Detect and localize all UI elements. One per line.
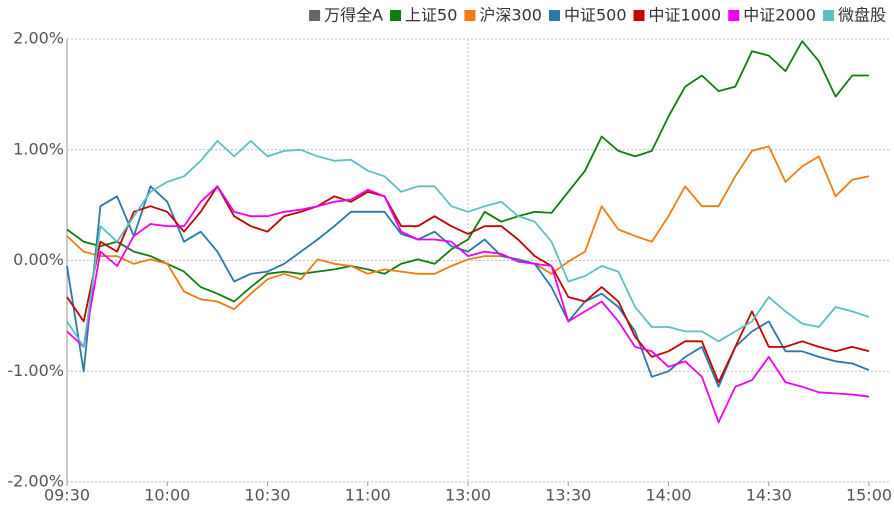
legend-label: 中证1000 xyxy=(649,6,722,25)
legend-swatch xyxy=(309,10,321,21)
legend-swatch xyxy=(464,10,476,21)
x-tick-label: 13:00 xyxy=(445,486,491,505)
x-tick-label: 10:30 xyxy=(244,486,290,505)
legend-label: 沪深300 xyxy=(479,6,542,25)
legend-swatch xyxy=(390,10,402,21)
x-tick-label: 10:00 xyxy=(144,486,190,505)
legend-label: 上证50 xyxy=(405,6,457,25)
y-tick-label: 1.00% xyxy=(13,139,64,158)
legend: 微盘股 中证2000 中证1000 中证500 沪深300 上证50 万得全A xyxy=(309,6,886,25)
x-tick-label: 13:30 xyxy=(545,486,591,505)
series-line xyxy=(66,40,869,303)
legend-label: 中证2000 xyxy=(743,6,816,25)
legend-label: 万得全A xyxy=(324,6,383,25)
legend-label: 微盘股 xyxy=(838,6,886,25)
x-tick-label: 14:30 xyxy=(746,486,792,505)
legend-swatch xyxy=(822,10,834,21)
series-line xyxy=(66,185,870,384)
series-line xyxy=(66,140,870,348)
y-tick-label: 2.00% xyxy=(13,29,64,48)
x-tick-label: 09:30 xyxy=(44,486,90,505)
x-tick-label: 11:00 xyxy=(345,486,391,505)
series-line xyxy=(66,185,870,424)
y-tick-label: 0.00% xyxy=(13,250,64,269)
legend-swatch xyxy=(548,10,560,21)
legend-label: 中证500 xyxy=(564,6,627,25)
series-line xyxy=(66,145,870,311)
legend-swatch xyxy=(728,10,740,21)
y-tick-label: -2.00% xyxy=(7,472,64,491)
y-tick-label: -1.00% xyxy=(7,361,64,380)
x-tick-label: 14:00 xyxy=(645,486,691,505)
legend-swatch xyxy=(633,10,645,21)
x-tick-label: 15:00 xyxy=(846,486,892,505)
